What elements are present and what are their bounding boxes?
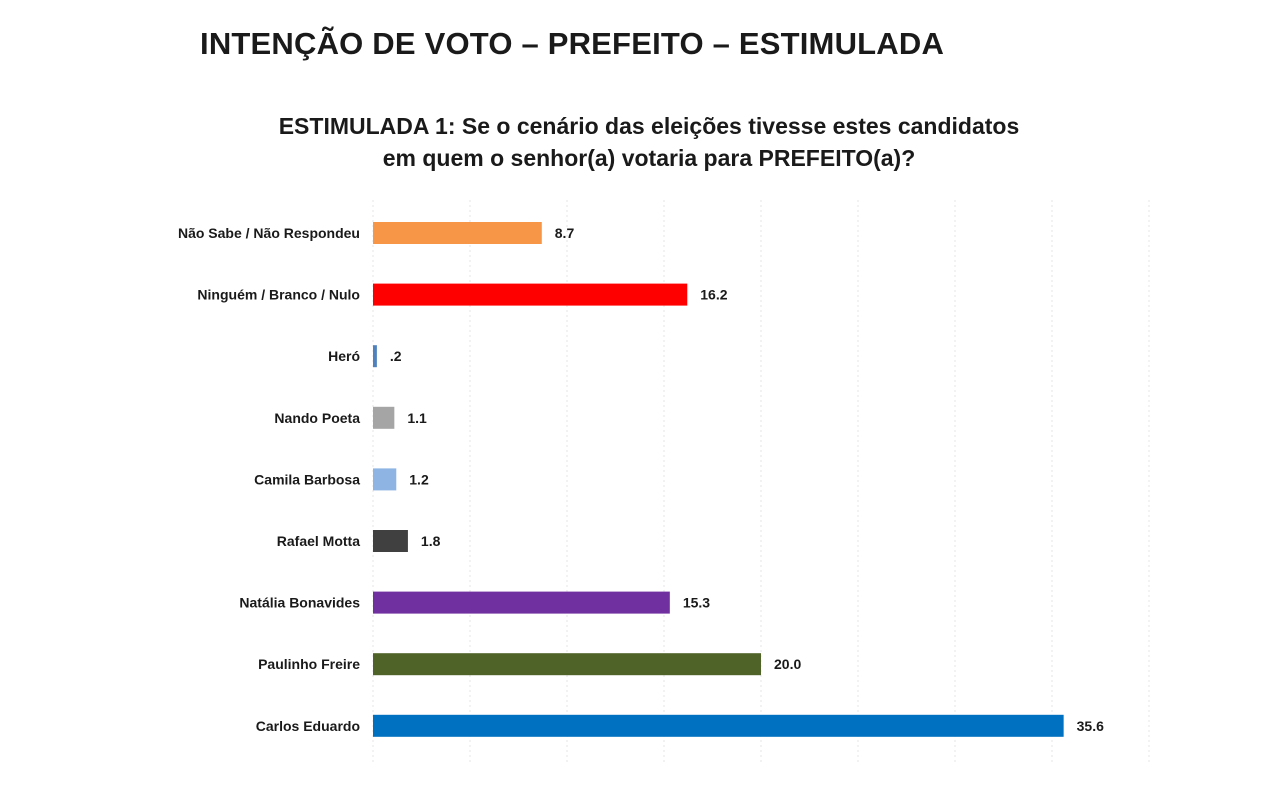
category-label: Não Sabe / Não Respondeu (178, 225, 360, 241)
chart-title-line-2: em quem o senhor(a) votaria para PREFEIT… (382, 145, 916, 171)
bar (373, 345, 377, 368)
page-title: INTENÇÃO DE VOTO – PREFEITO – ESTIMULADA (200, 26, 945, 61)
data-label: 16.2 (700, 287, 727, 303)
category-label: Carlos Eduardo (256, 718, 360, 734)
category-label: Paulinho Freire (258, 656, 360, 672)
bar (373, 591, 670, 614)
category-label: Heró (328, 348, 360, 364)
bar (373, 283, 688, 306)
data-label: 20.0 (774, 656, 801, 672)
chart-title: ESTIMULADA 1: Se o cenário das eleições … (0, 110, 1280, 174)
bar (373, 653, 761, 676)
data-label: 1.2 (409, 471, 429, 487)
category-label: Camila Barbosa (254, 471, 360, 487)
bar (373, 406, 395, 429)
bar (373, 468, 397, 491)
data-label: 8.7 (555, 225, 575, 241)
data-label: .2 (390, 348, 402, 364)
data-label: 35.6 (1077, 718, 1104, 734)
data-label: 1.8 (421, 533, 441, 549)
data-label: 15.3 (683, 595, 710, 611)
category-label: Nando Poeta (274, 410, 360, 426)
bar (373, 222, 542, 244)
category-label: Natália Bonavides (239, 595, 360, 611)
bar (373, 714, 1064, 737)
category-label: Ninguém / Branco / Nulo (197, 287, 360, 303)
chart-title-line-1: ESTIMULADA 1: Se o cenário das eleições … (278, 113, 1020, 139)
data-label: 1.1 (407, 410, 427, 426)
category-label: Rafael Motta (277, 533, 360, 549)
bar (373, 530, 408, 552)
